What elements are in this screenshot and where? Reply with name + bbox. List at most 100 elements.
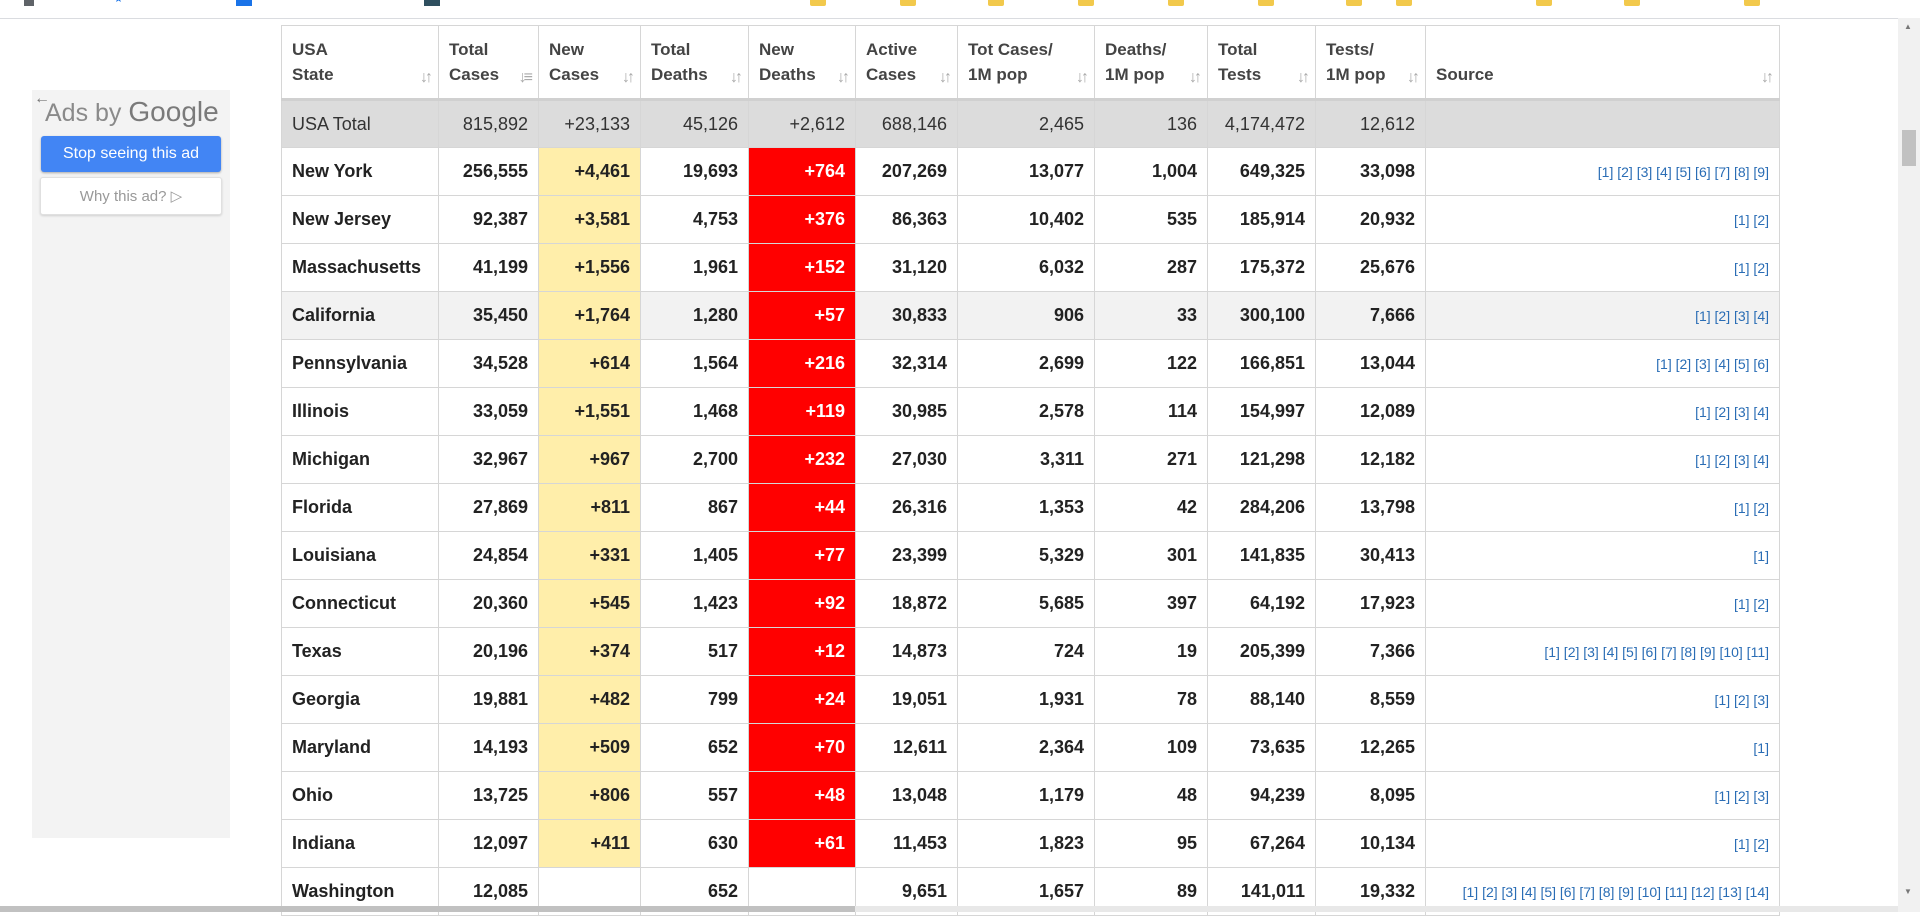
source-links[interactable]: [1] [2] [3] [4] [5] [6] [7] [8] [9] bbox=[1425, 147, 1780, 196]
column-header-new-deaths[interactable]: New Deaths ↓↑ bbox=[748, 25, 856, 101]
sort-icon[interactable]: ↓↑ bbox=[730, 69, 743, 86]
sort-icon[interactable]: ↓↑ bbox=[837, 69, 850, 86]
cell-state[interactable]: Florida bbox=[281, 483, 439, 532]
sort-icon[interactable]: ↓↑ bbox=[622, 69, 635, 86]
column-header-deaths-per-1m[interactable]: Deaths/1M pop ↓↑ bbox=[1094, 25, 1208, 101]
folder-icon[interactable] bbox=[1258, 0, 1274, 6]
cell-state[interactable]: Massachusetts bbox=[281, 243, 439, 292]
cell-deaths-per-1m: 1,004 bbox=[1094, 147, 1208, 196]
scroll-down-icon[interactable]: ▼ bbox=[1904, 887, 1912, 896]
why-this-ad-button[interactable]: Why this ad? ▷ bbox=[40, 177, 222, 215]
sort-icon[interactable]: ↓↑ bbox=[1076, 69, 1089, 86]
bookmark-favicon[interactable] bbox=[424, 0, 440, 6]
sort-icon[interactable]: ↓↑ bbox=[1761, 69, 1774, 86]
column-header-total-tests[interactable]: Total Tests ↓↑ bbox=[1207, 25, 1316, 101]
column-header-cases-per-1m[interactable]: Tot Cases/1M pop ↓↑ bbox=[957, 25, 1095, 101]
table-row: Connecticut 20,360 +545 1,423 +92 18,872 5,685… bbox=[281, 579, 1780, 628]
cell-new-deaths: +24 bbox=[748, 675, 856, 724]
source-links[interactable]: [1] [2] bbox=[1425, 579, 1780, 628]
vertical-scroll-thumb[interactable] bbox=[1902, 130, 1916, 166]
cell-new-cases: +3,581 bbox=[538, 195, 641, 244]
sort-icon[interactable]: ↓↑ bbox=[939, 69, 952, 86]
column-header-active-cases[interactable]: Active Cases ↓↑ bbox=[855, 25, 958, 101]
star-icon[interactable]: ★ bbox=[114, 0, 123, 5]
column-header-state[interactable]: USA State ↓↑ bbox=[281, 25, 439, 101]
horizontal-scroll-thumb[interactable] bbox=[0, 906, 855, 912]
column-header-new-cases[interactable]: New Cases ↓↑ bbox=[538, 25, 641, 101]
folder-icon[interactable] bbox=[1168, 0, 1184, 6]
cell-total-deaths: 1,564 bbox=[640, 339, 749, 388]
source-links[interactable]: [1] [2] [3] [4] bbox=[1425, 387, 1780, 436]
folder-icon[interactable] bbox=[1536, 0, 1552, 6]
cell-state[interactable]: Michigan bbox=[281, 435, 439, 484]
column-header-line1: New bbox=[759, 40, 794, 59]
source-links[interactable]: [1] [2] bbox=[1425, 243, 1780, 292]
cell-state[interactable]: Georgia bbox=[281, 675, 439, 724]
folder-icon[interactable] bbox=[900, 0, 916, 6]
sort-desc-icon[interactable]: ↓≡ bbox=[518, 69, 533, 86]
table-row: Washington 12,085 652 9,651 1,657 89 141,011 19… bbox=[281, 867, 1780, 916]
source-links[interactable]: [1] [2] [3] [4] [5] [6] [7] [8] [9] [10]… bbox=[1425, 627, 1780, 676]
cell-new-cases: +1,556 bbox=[538, 243, 641, 292]
column-header-total-deaths[interactable]: Total Deaths ↓↑ bbox=[640, 25, 749, 101]
total-row: USA Total 815,892 +23,133 45,126 +2,612 688,1… bbox=[281, 99, 1780, 148]
folder-icon[interactable] bbox=[988, 0, 1004, 6]
folder-icon[interactable] bbox=[810, 0, 826, 6]
back-arrow-icon[interactable]: ← bbox=[34, 90, 50, 107]
table-row: Illinois 33,059 +1,551 1,468 +119 30,985 2,578… bbox=[281, 387, 1780, 436]
cell-state[interactable]: California bbox=[281, 291, 439, 340]
scroll-up-icon[interactable]: ▲ bbox=[1904, 22, 1912, 31]
source-links[interactable] bbox=[1425, 99, 1780, 148]
cell-total-deaths: 1,280 bbox=[640, 291, 749, 340]
stop-seeing-ad-button[interactable]: Stop seeing this ad bbox=[41, 136, 221, 172]
apps-icon[interactable] bbox=[24, 0, 34, 6]
source-links[interactable]: [1] [2] [3] [4] bbox=[1425, 435, 1780, 484]
cell-state[interactable]: Texas bbox=[281, 627, 439, 676]
cell-state[interactable]: Pennsylvania bbox=[281, 339, 439, 388]
cell-active-cases: 30,833 bbox=[855, 291, 958, 340]
cell-new-deaths: +44 bbox=[748, 483, 856, 532]
sort-icon[interactable]: ↓↑ bbox=[1407, 69, 1420, 86]
cell-total-tests: 73,635 bbox=[1207, 723, 1316, 772]
horizontal-scrollbar[interactable] bbox=[0, 906, 1898, 912]
cell-state[interactable]: New York bbox=[281, 147, 439, 196]
source-links[interactable]: [1] [2] bbox=[1425, 483, 1780, 532]
source-links[interactable]: [1] bbox=[1425, 531, 1780, 580]
cell-state[interactable]: Maryland bbox=[281, 723, 439, 772]
sort-icon[interactable]: ↓↑ bbox=[1189, 69, 1202, 86]
cell-total-cases: 20,360 bbox=[438, 579, 539, 628]
column-header-total-cases[interactable]: Total Cases ↓≡ bbox=[438, 25, 539, 101]
sort-icon[interactable]: ↓↑ bbox=[1297, 69, 1310, 86]
folder-icon[interactable] bbox=[1396, 0, 1412, 6]
cell-total-deaths: 867 bbox=[640, 483, 749, 532]
column-header-line1: New bbox=[549, 40, 584, 59]
vertical-scrollbar[interactable]: ▲ ▼ bbox=[1898, 18, 1920, 912]
source-links[interactable]: [1] [2] bbox=[1425, 819, 1780, 868]
bookmark-favicon[interactable] bbox=[236, 0, 252, 6]
source-links[interactable]: [1] bbox=[1425, 723, 1780, 772]
cell-total-deaths: 517 bbox=[640, 627, 749, 676]
source-links[interactable]: [1] [2] [3] [4] bbox=[1425, 291, 1780, 340]
cell-total-deaths: 1,468 bbox=[640, 387, 749, 436]
source-links[interactable]: [1] [2] [3] [4] [5] [6] bbox=[1425, 339, 1780, 388]
folder-icon[interactable] bbox=[1078, 0, 1094, 6]
source-links[interactable]: [1] [2] bbox=[1425, 195, 1780, 244]
cell-state[interactable]: Indiana bbox=[281, 819, 439, 868]
column-header-tests-per-1m[interactable]: Tests/1M pop ↓↑ bbox=[1315, 25, 1426, 101]
cell-state[interactable]: USA Total bbox=[281, 99, 439, 148]
cell-state[interactable]: Louisiana bbox=[281, 531, 439, 580]
cell-state[interactable]: Illinois bbox=[281, 387, 439, 436]
cell-state[interactable]: New Jersey bbox=[281, 195, 439, 244]
cell-new-cases: +545 bbox=[538, 579, 641, 628]
folder-icon[interactable] bbox=[1624, 0, 1640, 6]
cell-state[interactable]: Connecticut bbox=[281, 579, 439, 628]
source-links[interactable]: [1] [2] [3] bbox=[1425, 675, 1780, 724]
table-row: Maryland 14,193 +509 652 +70 12,611 2,364 109 73… bbox=[281, 723, 1780, 772]
source-links[interactable]: [1] [2] [3] bbox=[1425, 771, 1780, 820]
sort-icon[interactable]: ↓↑ bbox=[420, 69, 433, 86]
folder-icon[interactable] bbox=[1744, 0, 1760, 6]
column-header-source[interactable]: Source ↓↑ bbox=[1425, 25, 1780, 101]
folder-icon[interactable] bbox=[1346, 0, 1362, 6]
cell-cases-per-1m: 6,032 bbox=[957, 243, 1095, 292]
cell-state[interactable]: Ohio bbox=[281, 771, 439, 820]
